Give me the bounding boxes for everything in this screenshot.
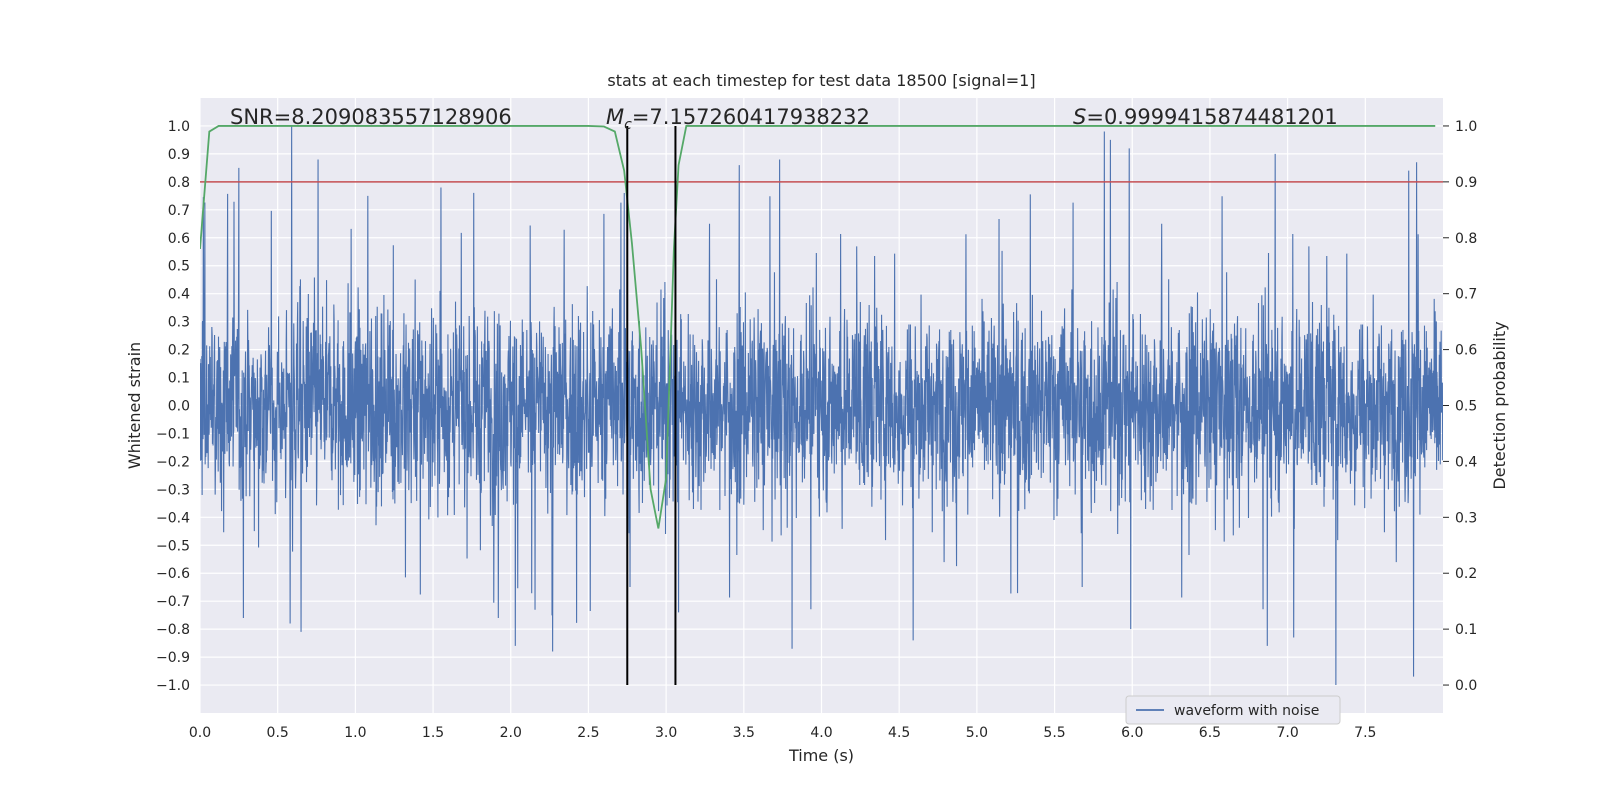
y2-tick-label: 0.4 [1455, 454, 1477, 470]
x-tick-label: 4.0 [810, 725, 832, 741]
chirp-mass-annotation: Mc=7.157260417938232 [606, 105, 870, 133]
y2-tick-label: 0.3 [1455, 510, 1477, 526]
y2-axis-ticks: 1.0 0.9 0.8 0.7 0.6 0.5 0.4 0.3 0.2 0.1 0.0 [1443, 119, 1477, 694]
y-tick-label: −0.5 [156, 538, 190, 554]
y2-tick-label: 0.9 [1455, 175, 1477, 191]
x-tick-label: 1.0 [344, 725, 366, 741]
y2-tick-label: 0.1 [1455, 622, 1477, 638]
x-axis-ticks: 0.0 0.5 1.0 1.5 2.0 2.5 3.0 3.5 4.0 4.5 5.0 5.5 6.0 6… [189, 725, 1377, 741]
y2-tick-label: 0.6 [1455, 343, 1477, 359]
y-tick-label: 0.2 [168, 343, 190, 359]
mc-value: =7.157260417938232 [632, 105, 870, 129]
s-annotation: S=0.9999415874481201 [1073, 105, 1338, 129]
legend: waveform with noise [1125, 695, 1341, 725]
y-tick-label: 1.0 [168, 119, 190, 135]
mc-symbol: M [606, 105, 624, 129]
x-tick-label: 3.0 [655, 725, 677, 741]
y2-tick-label: 0.0 [1455, 678, 1477, 694]
x-tick-label: 3.5 [733, 725, 755, 741]
x-tick-label: 5.5 [1043, 725, 1065, 741]
y-tick-label: 0.7 [168, 203, 190, 219]
y-tick-label: 0.3 [168, 315, 190, 331]
y-tick-label: 0.9 [168, 147, 190, 163]
x-tick-label: 7.0 [1276, 725, 1298, 741]
x-tick-label: 5.0 [966, 725, 988, 741]
y-tick-label: 0.1 [168, 371, 190, 387]
y2-tick-label: 0.2 [1455, 566, 1477, 582]
y-tick-label: 0.6 [168, 231, 190, 247]
chart-title: stats at each timestep for test data 185… [607, 71, 1035, 90]
y2-tick-label: 0.8 [1455, 231, 1477, 247]
y-tick-label: −0.6 [156, 566, 190, 582]
y-tick-label: −0.9 [156, 650, 190, 666]
x-tick-label: 6.0 [1121, 725, 1143, 741]
event-markers [626, 125, 677, 686]
probability-series [200, 125, 1436, 529]
y-tick-label: −0.2 [156, 454, 190, 470]
y-tick-label: 0.5 [168, 259, 190, 275]
x-tick-label: 0.0 [189, 725, 211, 741]
y-tick-label: −0.1 [156, 426, 190, 442]
x-axis-label: Time (s) [788, 746, 854, 765]
x-tick-label: 0.5 [267, 725, 289, 741]
x-tick-label: 1.5 [422, 725, 444, 741]
y-tick-label: −0.8 [156, 622, 190, 638]
x-tick-label: 7.5 [1354, 725, 1376, 741]
y-tick-label: 0.8 [168, 175, 190, 191]
x-tick-label: 2.0 [500, 725, 522, 741]
waveform-line [200, 125, 1443, 686]
y2-tick-label: 0.7 [1455, 287, 1477, 303]
legend-label: waveform with noise [1174, 703, 1319, 719]
y-tick-label: 0.4 [168, 287, 190, 303]
x-tick-label: 2.5 [577, 725, 599, 741]
y-tick-label: 0.0 [168, 399, 190, 415]
y-tick-label: −1.0 [156, 678, 190, 694]
waveform-series [200, 125, 1443, 686]
y-axis-label: Whitened strain [125, 342, 144, 469]
y-tick-label: −0.7 [156, 594, 190, 610]
s-value: =0.9999415874481201 [1086, 105, 1337, 129]
y-tick-label: −0.4 [156, 510, 190, 526]
y2-tick-label: 0.5 [1455, 399, 1477, 415]
snr-annotation: SNR=8.209083557128906 [230, 105, 512, 129]
y-tick-label: −0.3 [156, 482, 190, 498]
s-symbol: S [1073, 105, 1086, 129]
x-tick-label: 4.5 [888, 725, 910, 741]
y2-axis-label: Detection probability [1490, 321, 1509, 489]
x-tick-label: 6.5 [1199, 725, 1221, 741]
probability-line [200, 125, 1436, 529]
y2-tick-label: 1.0 [1455, 119, 1477, 135]
mc-subscript: c [624, 117, 632, 133]
legend-box [1125, 695, 1341, 725]
y-axis-ticks: 1.0 0.9 0.8 0.7 0.6 0.5 0.4 0.3 0.2 0.1 0.0 −0.1 −0.… [156, 119, 190, 694]
